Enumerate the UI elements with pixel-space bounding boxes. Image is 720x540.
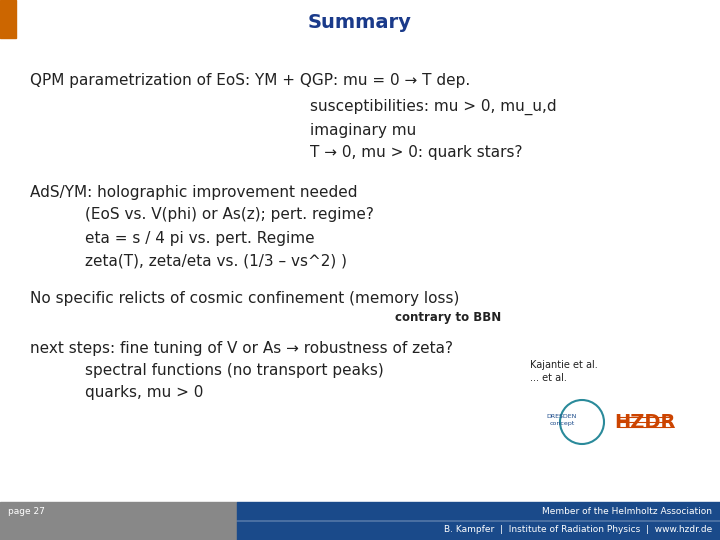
Text: spectral functions (no transport peaks): spectral functions (no transport peaks) — [85, 362, 384, 377]
Text: T → 0, mu > 0: quark stars?: T → 0, mu > 0: quark stars? — [310, 145, 523, 160]
Text: B. Kampfer  |  Institute of Radiation Physics  |  www.hzdr.de: B. Kampfer | Institute of Radiation Phys… — [444, 525, 712, 535]
Text: DRESDEN
concept: DRESDEN concept — [546, 414, 577, 426]
Text: Summary: Summary — [308, 12, 412, 31]
Bar — [0, 0, 16, 38]
Text: Kajantie et al.: Kajantie et al. — [530, 360, 598, 370]
Text: AdS/YM: holographic improvement needed: AdS/YM: holographic improvement needed — [30, 185, 358, 199]
Text: contrary to BBN: contrary to BBN — [395, 312, 501, 325]
Text: next steps: fine tuning of V or As → robustness of zeta?: next steps: fine tuning of V or As → rob… — [30, 341, 453, 355]
Text: No specific relicts of cosmic confinement (memory loss): No specific relicts of cosmic confinemen… — [30, 291, 459, 306]
Bar — [237, 502, 720, 540]
Bar — [0, 502, 237, 540]
Text: ... et al.: ... et al. — [530, 373, 567, 383]
Text: zeta(T), zeta/eta vs. (1/3 – vs^2) ): zeta(T), zeta/eta vs. (1/3 – vs^2) ) — [85, 253, 347, 268]
Text: Member of the Helmholtz Association: Member of the Helmholtz Association — [542, 508, 712, 516]
Text: (EoS vs. V(phi) or As(z); pert. regime?: (EoS vs. V(phi) or As(z); pert. regime? — [85, 207, 374, 222]
Text: quarks, mu > 0: quarks, mu > 0 — [85, 384, 203, 400]
Text: QPM parametrization of EoS: YM + QGP: mu = 0 → T dep.: QPM parametrization of EoS: YM + QGP: mu… — [30, 72, 470, 87]
Text: page 27: page 27 — [8, 508, 45, 516]
Text: eta = s / 4 pi vs. pert. Regime: eta = s / 4 pi vs. pert. Regime — [85, 231, 315, 246]
Text: susceptibilities: mu > 0, mu_u,d: susceptibilities: mu > 0, mu_u,d — [310, 99, 557, 115]
Text: HZDR: HZDR — [614, 413, 676, 431]
Text: imaginary mu: imaginary mu — [310, 123, 416, 138]
